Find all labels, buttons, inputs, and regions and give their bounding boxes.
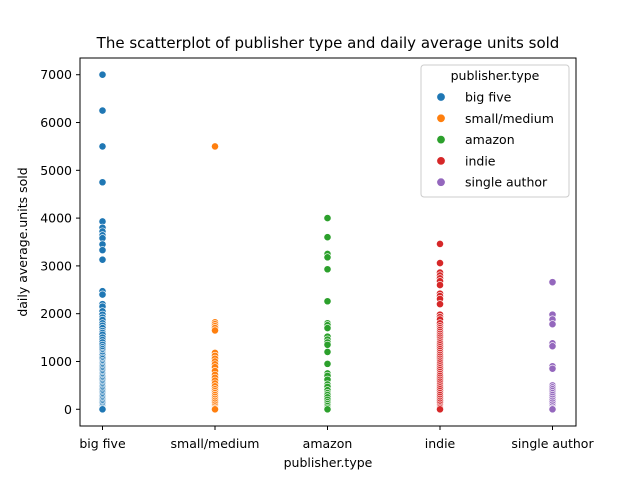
point-amazon-14 [323,359,332,368]
chart-title: The scatterplot of publisher type and da… [96,34,560,52]
legend-marker-big-five [436,92,446,102]
legend-label-small-medium: small/medium [465,111,554,126]
legend: publisher.type big five small/medium amazo… [420,64,570,198]
y-tick-label-6000: 6000 [40,115,72,130]
legend-label-single-author: single author [465,175,548,190]
point-amazon-3 [323,253,332,262]
point-amazon-4 [323,265,332,274]
y-tick-label-3000: 3000 [40,258,72,273]
point-big-five-3 [98,178,107,187]
point-amazon-29 [323,405,332,414]
legend-label-indie: indie [465,153,496,168]
point-indie-0 [436,240,444,248]
point-amazon-8 [323,324,332,332]
y-tick-label-1000: 1000 [40,354,72,369]
point-big-five-13 [98,290,107,299]
point-amazon-13 [323,348,332,356]
point-big-five-2 [98,142,107,151]
point-amazon-1 [323,233,332,242]
point-indie-6 [436,281,444,289]
point-single-author-5 [548,342,557,351]
x-tick-label-indie: indie [425,436,456,451]
data-points [98,70,557,414]
point-big-five-0 [98,70,107,79]
point-big-five-10 [98,246,107,255]
point-small-medium-5 [211,326,219,335]
point-big-five-72 [98,405,107,414]
y-axis-label: daily average.units sold [15,167,30,316]
point-amazon-5 [323,297,332,306]
legend-marker-indie [436,156,446,166]
point-small-medium-29 [211,405,219,414]
point-big-five-1 [98,106,107,115]
legend-label-amazon: amazon [465,132,515,147]
point-indie-59 [436,405,444,414]
x-tick-label-amazon: amazon [303,436,353,451]
point-big-five-11 [98,255,107,264]
legend-label-big-five: big five [465,90,512,105]
point-single-author-0 [548,278,557,287]
legend-marker-amazon [436,135,446,145]
point-amazon-12 [323,340,332,349]
point-indie-1 [436,259,444,267]
point-single-author-7 [548,364,557,373]
legend-box [420,64,570,198]
legend-marker-small-medium [436,113,446,123]
legend-title: publisher.type [451,68,540,83]
y-tick-label-2000: 2000 [40,306,72,321]
point-single-author-21 [548,405,557,414]
y-tick-label-0: 0 [64,402,72,417]
x-axis-label: publisher.type [284,455,373,470]
point-small-medium-0 [211,142,219,151]
x-axis: big five small/medium amazon indie single au… [79,426,594,451]
x-tick-label-big-five: big five [79,436,126,451]
y-axis: 0 1000 2000 3000 4000 5000 6000 7000 [40,67,80,417]
point-indie-10 [436,300,444,309]
x-tick-label-single-author: single author [511,436,594,451]
y-tick-label-7000: 7000 [40,67,72,82]
x-tick-label-small-medium: small/medium [171,436,260,451]
point-single-author-3 [548,320,557,329]
legend-marker-single-author [436,177,446,187]
y-tick-label-4000: 4000 [40,211,72,226]
y-tick-label-5000: 5000 [40,163,72,178]
point-amazon-0 [323,214,332,223]
